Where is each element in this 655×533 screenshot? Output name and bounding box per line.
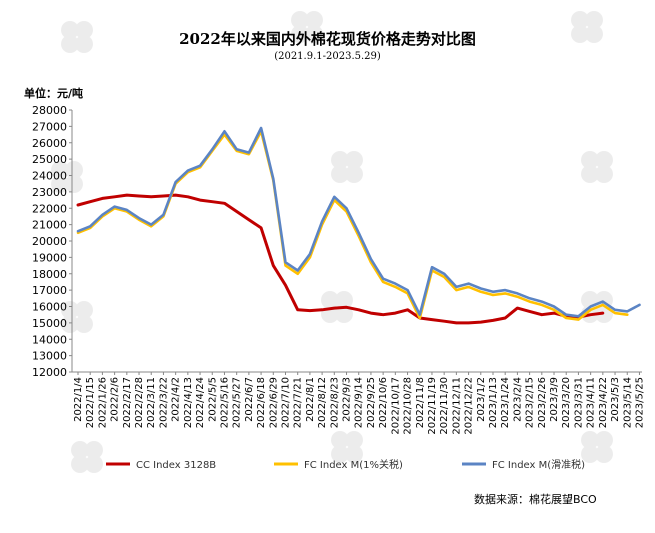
- x-tick-label: 2023/3/31: [573, 377, 584, 428]
- x-tick-label: 2023/2/26: [537, 377, 548, 428]
- x-tick-label: 2023/1/24: [500, 377, 511, 428]
- y-tick-label: 24000: [32, 170, 67, 183]
- legend-label: FC Index M(滑准税): [492, 458, 585, 471]
- x-tick-label: 2023/4/22: [598, 377, 609, 428]
- x-axis: 2022/1/4 2022/1/15 2022/1/26 2022/2/6 2022/2…: [73, 372, 645, 435]
- y-tick-label: 17000: [32, 284, 67, 297]
- x-tick-label: 2022/5/5: [207, 377, 218, 422]
- legend-label: FC Index M(1%关税): [304, 458, 403, 471]
- x-tick-label: 2023/2/15: [525, 377, 536, 428]
- x-tick-label: 2023/5/25: [634, 377, 645, 428]
- series-lines: [76, 126, 641, 325]
- x-tick-label: 2022/11/30: [439, 377, 450, 435]
- x-tick-label: 2022/8/23: [329, 377, 340, 428]
- x-tick-label: 2022/4/24: [195, 377, 206, 428]
- y-tick-label: 22000: [32, 202, 67, 215]
- watermark-logo: [61, 301, 93, 333]
- x-tick-label: 2022/9/25: [366, 377, 377, 428]
- x-tick-label: 2022/6/18: [256, 377, 267, 428]
- y-tick-label: 20000: [32, 235, 67, 248]
- x-tick-label: 2023/5/3: [610, 377, 621, 422]
- x-tick-label: 2022/9/14: [354, 377, 365, 428]
- watermark-logo: [61, 21, 93, 53]
- x-tick-label: 2022/11/19: [427, 377, 438, 435]
- series-line: [76, 193, 605, 325]
- y-tick-label: 18000: [32, 268, 67, 281]
- x-tick-label: 2023/1/2: [476, 377, 487, 422]
- y-tick-label: 13000: [32, 350, 67, 363]
- chart-subtitle: (2021.9.1-2023.5.29): [274, 51, 381, 62]
- x-tick-label: 2023/2/4: [512, 377, 523, 422]
- x-tick-label: 2022/2/28: [134, 377, 145, 428]
- watermark-logo: [51, 161, 83, 193]
- x-tick-label: 2022/2/17: [122, 377, 133, 428]
- watermark-logo: [581, 151, 613, 183]
- x-tick-label: 2022/5/16: [219, 377, 230, 428]
- x-tick-label: 2023/4/11: [586, 377, 597, 428]
- y-tick-label: 21000: [32, 219, 67, 232]
- y-tick-label: 25000: [32, 153, 67, 166]
- y-tick-label: 14000: [32, 333, 67, 346]
- x-tick-label: 2023/5/14: [622, 377, 633, 428]
- x-tick-label: 2023/1/13: [488, 377, 499, 428]
- watermark-logo: [581, 431, 613, 463]
- y-axis-unit-label: 单位：元/吨: [24, 87, 84, 100]
- chart-title: 2022年以来国内外棉花现货价格走势对比图: [179, 30, 476, 48]
- x-tick-label: 2022/10/6: [378, 377, 389, 428]
- x-tick-label: 2022/12/11: [451, 377, 462, 435]
- x-tick-label: 2022/11/8: [415, 377, 426, 428]
- x-tick-label: 2022/2/6: [110, 377, 121, 422]
- legend-label: CC Index 3128B: [136, 460, 216, 471]
- watermark-logo: [331, 151, 363, 183]
- x-tick-label: 2022/4/13: [183, 377, 194, 428]
- y-tick-label: 23000: [32, 186, 67, 199]
- series-line: [76, 126, 641, 318]
- data-source-note: 数据来源：棉花展望BCO: [474, 493, 597, 506]
- x-tick-label: 2022/4/2: [171, 377, 182, 422]
- y-axis: 12000 13000 14000 15000 16000 17000 18000 19000…: [32, 104, 72, 379]
- x-tick-label: 2022/10/17: [390, 377, 401, 435]
- x-tick-label: 2022/7/10: [280, 377, 291, 428]
- x-tick-label: 2022/1/15: [85, 377, 96, 428]
- x-tick-label: 2022/3/11: [146, 377, 157, 428]
- y-tick-label: 28000: [32, 104, 67, 117]
- x-tick-label: 2022/6/29: [268, 377, 279, 428]
- legend: CC Index 3128B FC Index M(1%关税) FC Index M…: [106, 458, 585, 471]
- x-tick-label: 2022/3/22: [158, 377, 169, 428]
- y-tick-label: 26000: [32, 137, 67, 150]
- x-tick-label: 2022/8/12: [317, 377, 328, 428]
- x-tick-label: 2022/6/7: [244, 377, 255, 422]
- watermark-logo: [331, 431, 363, 463]
- x-tick-label: 2022/9/3: [342, 377, 353, 422]
- x-tick-label: 2022/1/4: [73, 377, 84, 422]
- y-tick-label: 16000: [32, 301, 67, 314]
- x-tick-label: 2022/5/27: [232, 377, 243, 428]
- watermark-logo: [291, 11, 323, 43]
- y-tick-label: 15000: [32, 317, 67, 330]
- y-tick-label: 27000: [32, 120, 67, 133]
- x-tick-label: 2022/12/22: [464, 377, 475, 435]
- watermark-logo: [571, 11, 603, 43]
- watermark-logo: [71, 441, 103, 473]
- x-tick-label: 2023/3/9: [549, 377, 560, 422]
- y-tick-label: 19000: [32, 251, 67, 264]
- x-tick-label: 2022/7/21: [293, 377, 304, 428]
- y-tick-label: 12000: [32, 366, 67, 379]
- x-tick-label: 2022/8/1: [305, 377, 316, 422]
- x-tick-label: 2022/1/26: [97, 377, 108, 428]
- x-tick-label: 2022/10/28: [403, 377, 414, 435]
- x-tick-label: 2023/3/20: [561, 377, 572, 428]
